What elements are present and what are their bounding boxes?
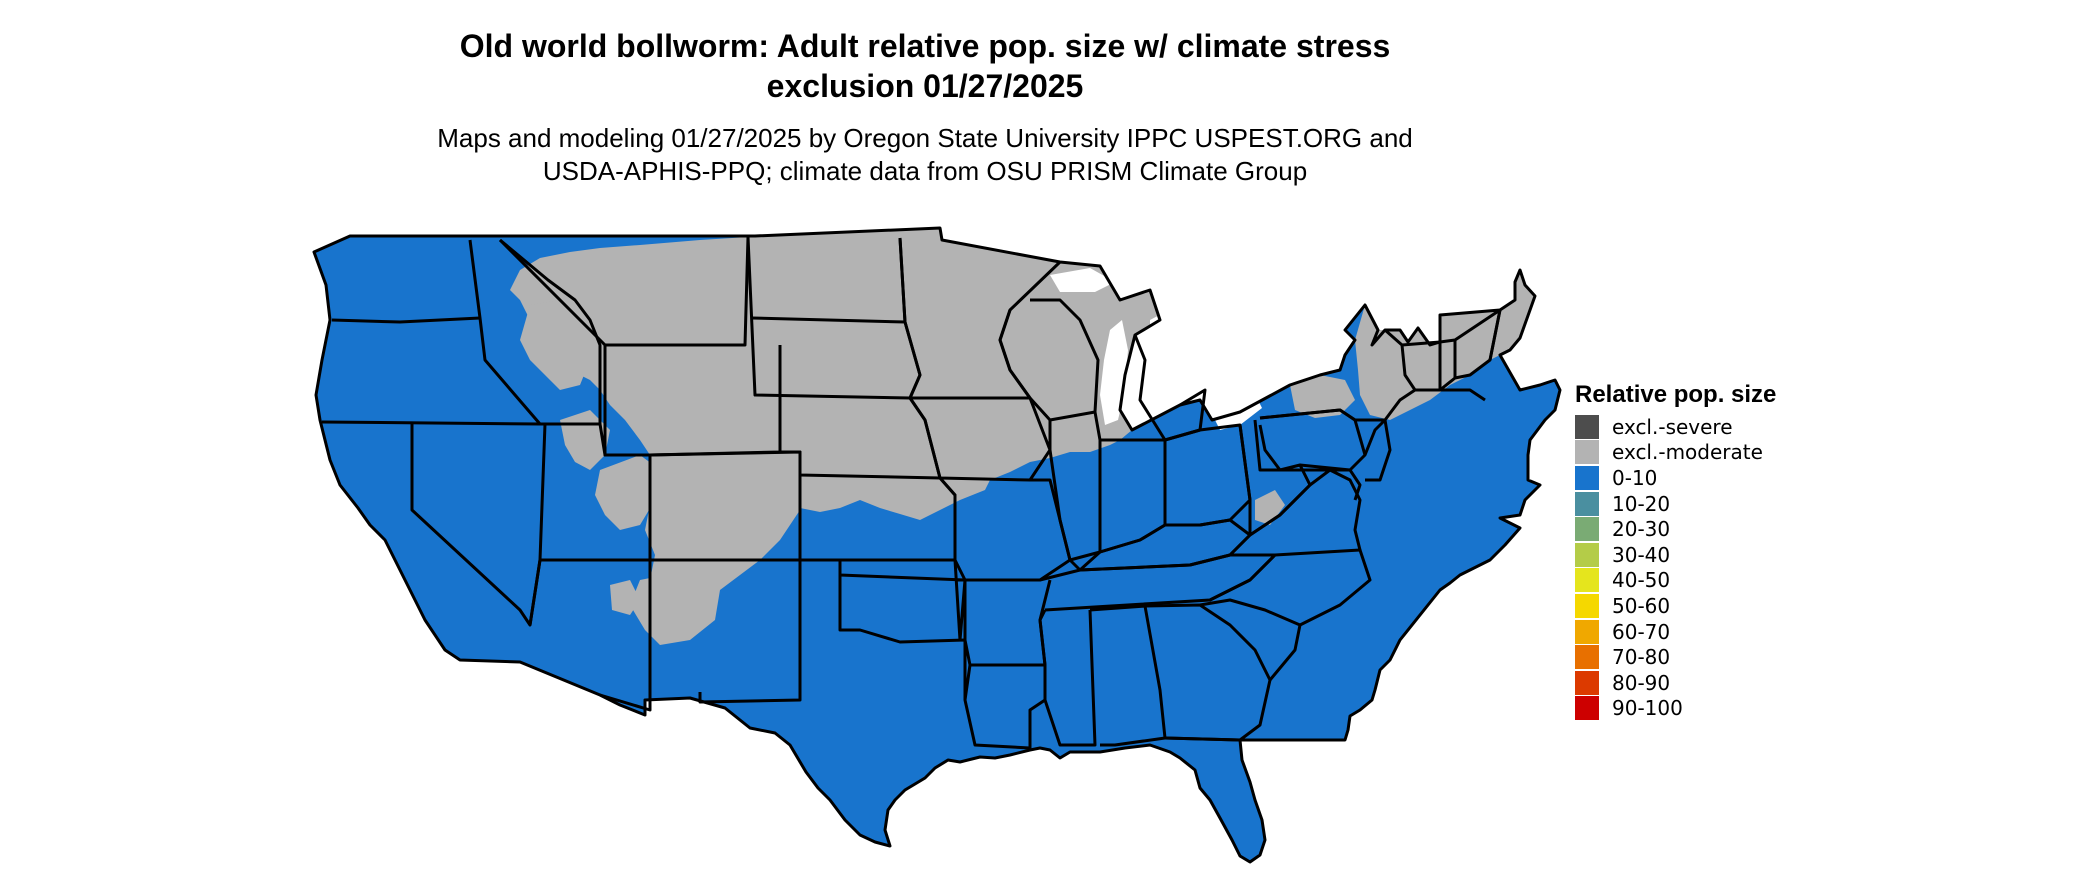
- nevada-border: [410, 423, 547, 627]
- lake-huron: [1150, 312, 1170, 365]
- new-york-border: [1259, 328, 1417, 422]
- legend-swatch: [1575, 619, 1599, 644]
- legend-item: 40-50: [1575, 568, 1895, 594]
- nd-sd-border: [751, 316, 906, 324]
- legend-item: 50-60: [1575, 593, 1895, 619]
- excluded-region-colorado: [645, 452, 800, 610]
- excluded-moderate-regions: [510, 229, 1535, 645]
- legend-label: 30-40: [1612, 542, 1671, 567]
- or-ca-border: [321, 420, 541, 426]
- legend-swatch: [1575, 491, 1599, 516]
- excluded-region-great-lakes: [1290, 375, 1355, 418]
- legend-label: 20-30: [1612, 517, 1671, 542]
- map-legend: Relative pop. size excl.-severe excl.-mod…: [1575, 380, 1895, 721]
- legend-swatch: [1575, 542, 1599, 567]
- new-england-borders: [1401, 308, 1502, 402]
- excluded-region-new-mexico: [630, 570, 720, 645]
- map-title-line-2: exclusion 01/27/2025: [766, 68, 1084, 104]
- idaho-border: [468, 238, 602, 426]
- west-virginia-border: [1238, 424, 1312, 537]
- excluded-region-new-england: [1355, 270, 1535, 420]
- legend-label: excl.-severe: [1612, 414, 1733, 439]
- legend-title: Relative pop. size: [1575, 381, 1777, 408]
- legend-swatch: [1575, 670, 1599, 695]
- excluded-region-appalachia: [1255, 490, 1285, 525]
- legend-item: 90-100: [1575, 696, 1895, 722]
- legend-swatch: [1575, 414, 1599, 439]
- legend-swatch: [1575, 440, 1599, 465]
- excluded-region-arizona-patch: [610, 580, 640, 615]
- legend-label: excl.-moderate: [1612, 440, 1763, 465]
- legend-swatch: [1575, 517, 1599, 542]
- legend-label: 90-100: [1612, 696, 1683, 721]
- us-outline: [312, 226, 1562, 864]
- new-jersey-border: [1363, 418, 1392, 482]
- georgia-border: [1144, 603, 1272, 742]
- state-borders: [312, 226, 1562, 864]
- maine-border: [1488, 309, 1502, 361]
- legend-swatch: [1575, 696, 1599, 721]
- illinois-border: [1048, 411, 1102, 572]
- wisconsin-border: [998, 298, 1100, 422]
- map-subtitle-line-2: USDA-APHIS-PPQ; climate data from OSU PR…: [542, 156, 1308, 186]
- excluded-region-northern-plains: [510, 229, 1160, 525]
- legend-item: 60-70: [1575, 619, 1895, 645]
- maryland-border: [1299, 463, 1362, 501]
- texas-border: [838, 575, 967, 700]
- legend-label: 0-10: [1612, 465, 1658, 490]
- legend-label: 40-50: [1612, 568, 1671, 593]
- michigan-border: [1133, 334, 1207, 442]
- legend-swatch: [1575, 645, 1599, 670]
- legend-item: excl.-severe: [1575, 414, 1895, 440]
- iowa-border: [908, 397, 1052, 482]
- montana-border: [498, 236, 750, 347]
- florida-border: [1164, 736, 1241, 742]
- legend-item: 30-40: [1575, 542, 1895, 568]
- legend-item: 70-80: [1575, 644, 1895, 670]
- legend-swatch: [1575, 465, 1599, 490]
- excluded-region-rockies-north: [520, 300, 590, 390]
- legend-items: excl.-severe excl.-moderate 0-10 10-20 20-30…: [1575, 414, 1895, 721]
- legend-label: 50-60: [1612, 593, 1671, 618]
- lake-superior: [1050, 268, 1115, 292]
- excluded-region-utah: [595, 455, 660, 530]
- legend-label: 80-90: [1612, 670, 1671, 695]
- south-carolina-border: [1199, 598, 1302, 681]
- legend-item: 80-90: [1575, 670, 1895, 696]
- legend-item: excl.-moderate: [1575, 440, 1895, 466]
- new-mexico-border: [650, 558, 802, 704]
- legend-swatch: [1575, 568, 1599, 593]
- legend-label: 10-20: [1612, 491, 1671, 516]
- map-title-line-1: Old world bollworm: Adult relative pop. …: [459, 28, 1391, 64]
- mississippi-border: [1038, 609, 1097, 747]
- alabama-border: [1089, 604, 1167, 747]
- legend-item: 0-10: [1575, 465, 1895, 491]
- legend-item: 20-30: [1575, 516, 1895, 542]
- legend-label: 60-70: [1612, 619, 1671, 644]
- legend-swatch: [1575, 593, 1599, 618]
- wa-or-border: [331, 316, 481, 324]
- legend-label: 70-80: [1612, 645, 1671, 670]
- legend-item: 10-20: [1575, 491, 1895, 517]
- map-subtitle-line-1: Maps and modeling 01/27/2025 by Oregon S…: [437, 123, 1413, 153]
- oklahoma-border: [800, 558, 967, 642]
